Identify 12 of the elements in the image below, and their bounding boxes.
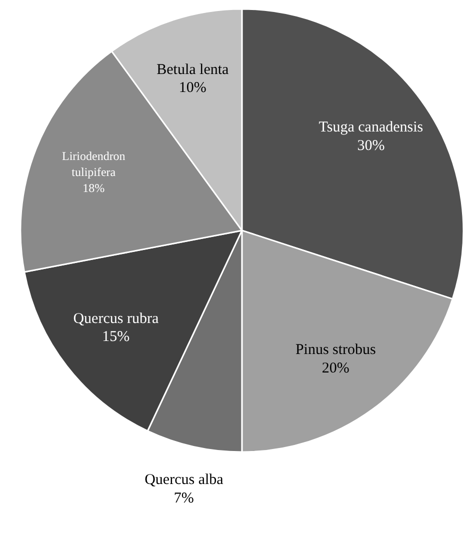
slice-label: Quercus rubra [73, 310, 159, 327]
data-label: 30% [357, 138, 385, 154]
slice-label: Betula lenta [156, 62, 230, 78]
data-label: 7% [174, 490, 194, 507]
data-label: 10% [178, 80, 206, 96]
data-label: 18% [82, 180, 105, 195]
data-label: 20% [322, 360, 350, 376]
slice-label: Liriodendron tulipifera [62, 148, 126, 179]
data-label: 15% [102, 329, 130, 346]
slice-label: Tsuga canadensis [318, 120, 424, 136]
slice-label: Pinus strobus [295, 342, 376, 358]
slice-label: Quercus alba [144, 472, 224, 488]
